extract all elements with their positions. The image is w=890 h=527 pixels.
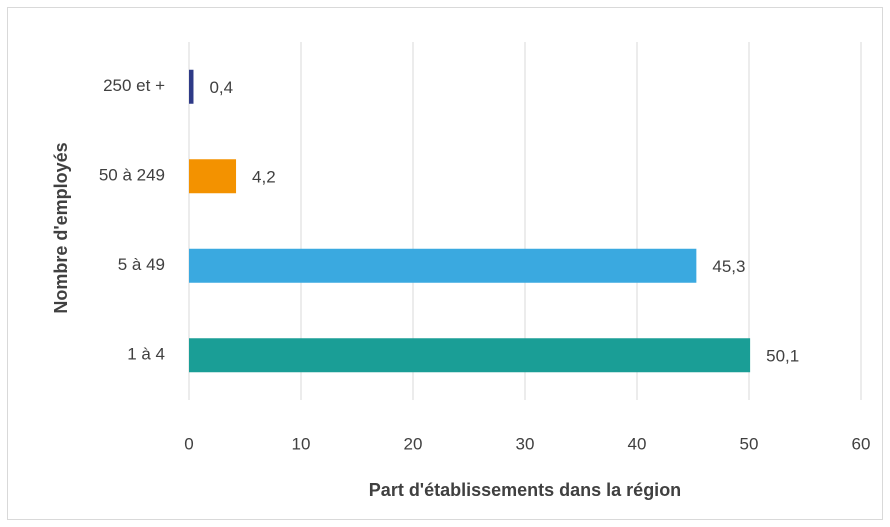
x-tick-label: 30	[516, 434, 535, 453]
data-label: 0,4	[209, 78, 233, 97]
bar	[189, 69, 194, 104]
x-tick-label: 10	[292, 434, 311, 453]
x-tick-label: 60	[852, 434, 871, 453]
y-tick-label: 250 et +	[103, 76, 165, 95]
bar	[189, 338, 751, 373]
data-label: 45,3	[712, 257, 745, 276]
x-axis-title: Part d'établissements dans la région	[369, 480, 681, 500]
bar	[189, 248, 697, 283]
bar	[189, 159, 237, 194]
x-tick-label: 20	[404, 434, 423, 453]
y-axis-title: Nombre d'employés	[51, 142, 71, 313]
x-tick-label: 50	[740, 434, 759, 453]
data-label: 50,1	[766, 347, 799, 366]
data-label: 4,2	[252, 168, 276, 187]
y-tick-label: 1 à 4	[127, 345, 165, 364]
y-tick-label: 5 à 49	[118, 255, 165, 274]
y-tick-label: 50 à 249	[99, 166, 165, 185]
x-tick-label: 0	[184, 434, 193, 453]
x-tick-label: 40	[628, 434, 647, 453]
